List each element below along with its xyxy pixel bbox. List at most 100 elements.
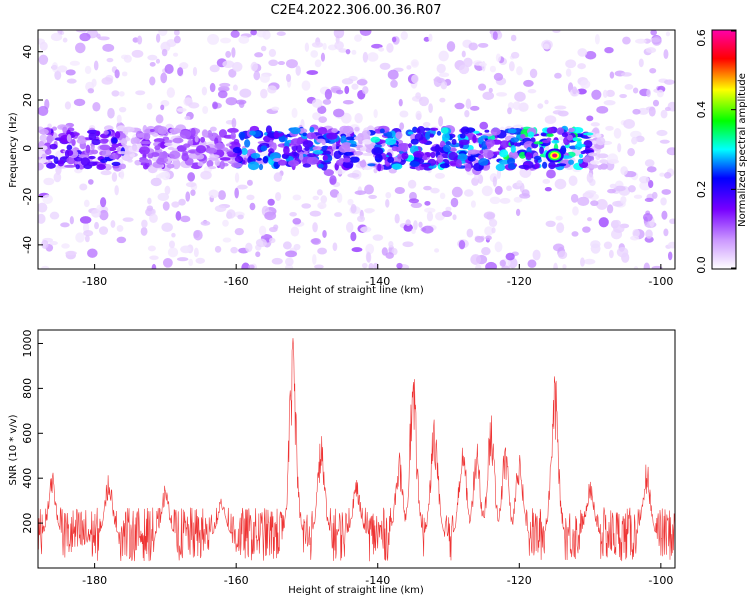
spectrogram-cell bbox=[80, 157, 91, 166]
spectrogram-cell bbox=[74, 42, 86, 54]
spectrogram-cell bbox=[519, 167, 532, 178]
spectrogram-cell bbox=[439, 192, 446, 200]
spectrogram-cell bbox=[406, 154, 415, 162]
spectrogram-cell bbox=[222, 60, 235, 68]
spectrogram-cell bbox=[110, 220, 116, 228]
spectrogram-cell bbox=[253, 70, 261, 81]
spectrogram-cell bbox=[554, 72, 562, 79]
spectrogram-cell bbox=[135, 90, 146, 96]
spectrogram-cell bbox=[516, 66, 523, 76]
spectrogram-cell bbox=[660, 197, 667, 206]
spectrogram-cell bbox=[545, 220, 556, 228]
spectrogram-cell bbox=[90, 149, 99, 155]
y-tick-label: 20 bbox=[21, 93, 34, 107]
spectrogram-cell bbox=[371, 43, 383, 49]
spectrogram-cell bbox=[99, 138, 109, 144]
spectrogram-cell bbox=[262, 156, 269, 164]
spectrogram-cell bbox=[226, 151, 235, 156]
spectrogram-cell bbox=[391, 247, 398, 256]
spectrogram-cell bbox=[177, 67, 184, 77]
spectrogram-cell bbox=[88, 155, 96, 160]
spectrogram-cell bbox=[260, 88, 268, 99]
spectrogram-cell bbox=[249, 130, 256, 136]
spectrogram-cell bbox=[490, 127, 501, 136]
spectrogram-cell bbox=[101, 77, 113, 85]
spectrogram-cell bbox=[384, 137, 397, 146]
spectrogram-cell bbox=[482, 91, 495, 100]
spectrogram-cell bbox=[287, 160, 300, 167]
spectrogram-cell bbox=[309, 126, 315, 133]
spectrogram-cell bbox=[479, 121, 489, 130]
spectrogram-cell bbox=[317, 202, 327, 209]
spectrogram-cell bbox=[603, 100, 616, 106]
spectrogram-cell bbox=[441, 210, 453, 218]
spectrogram-cell bbox=[163, 152, 170, 157]
spectrogram-cell bbox=[609, 183, 617, 189]
spectrogram-cell bbox=[281, 153, 289, 159]
spectrogram-cell bbox=[347, 172, 360, 178]
spectrogram-cell bbox=[180, 215, 191, 223]
spectrogram-cell bbox=[439, 97, 446, 103]
spectrogram-cell bbox=[301, 203, 312, 209]
spectrogram-cell bbox=[612, 200, 624, 207]
spectrogram-cell bbox=[118, 91, 125, 97]
spectrogram-cell bbox=[478, 158, 489, 166]
spectrogram-cell bbox=[160, 104, 165, 111]
spectrogram-cell bbox=[312, 146, 322, 151]
spectrogram-cell bbox=[78, 154, 89, 159]
spectrogram-cell bbox=[582, 149, 594, 153]
spectrogram-cell bbox=[116, 236, 127, 244]
spectrogram-cell bbox=[513, 196, 523, 203]
colorbar-gradient bbox=[711, 29, 737, 270]
spectrogram-cell bbox=[336, 89, 344, 95]
spectrogram-cell bbox=[162, 201, 170, 211]
spectrogram-cell bbox=[627, 185, 636, 193]
spectrogram-cell bbox=[114, 185, 119, 196]
spectrogram-cell bbox=[46, 134, 54, 144]
spectrogram-cell bbox=[334, 40, 344, 51]
spectrogram-cell bbox=[43, 177, 55, 186]
x-tick-label: -160 bbox=[224, 574, 249, 587]
spectrogram-cell bbox=[388, 168, 397, 174]
spectrogram-cell bbox=[364, 184, 374, 195]
spectrogram-cell bbox=[588, 152, 598, 157]
spectrogram-cell bbox=[354, 34, 362, 42]
spectrogram-cell bbox=[577, 158, 583, 164]
spectrogram-cell bbox=[623, 118, 635, 129]
spectrogram-cell bbox=[595, 133, 602, 138]
spectrogram-cell bbox=[139, 140, 152, 145]
spectrogram-cell bbox=[388, 240, 394, 248]
spectrogram-cell bbox=[458, 64, 470, 75]
spectrogram-cell bbox=[354, 113, 363, 124]
spectrogram-cell bbox=[79, 183, 88, 191]
spectrogram-cell bbox=[585, 190, 597, 195]
spectrogram-cell bbox=[184, 115, 191, 121]
spectrogram-cell bbox=[73, 160, 82, 165]
spectrogram-cell bbox=[147, 245, 156, 252]
spectrogram-cell bbox=[295, 65, 301, 76]
spectrogram-cell bbox=[458, 139, 470, 146]
spectrogram-cell bbox=[39, 41, 48, 51]
spectrogram-cell bbox=[75, 30, 88, 33]
spectrogram-cell bbox=[49, 240, 58, 246]
spectrogram-cell bbox=[166, 87, 176, 98]
spectrogram-cell bbox=[79, 32, 91, 42]
spectrogram-cell bbox=[603, 241, 613, 250]
spectrogram-cell bbox=[374, 153, 383, 163]
spectrogram-cell bbox=[290, 127, 301, 135]
spectrogram-cell bbox=[64, 101, 72, 110]
spectrogram-cell bbox=[341, 78, 354, 85]
spectrogram-cell bbox=[217, 90, 228, 99]
spectrogram-cell bbox=[318, 116, 327, 124]
spectrogram-cell bbox=[516, 180, 523, 187]
spectrogram-cell bbox=[463, 189, 474, 197]
spectrogram-cell bbox=[275, 191, 282, 201]
spectrogram-cell bbox=[340, 135, 347, 145]
spectrogram-cell bbox=[561, 132, 569, 138]
spectrogram-cell bbox=[485, 139, 495, 148]
spectrogram-cell bbox=[635, 135, 645, 143]
spectrogram-cell bbox=[540, 132, 547, 137]
spectrogram-cell bbox=[41, 265, 50, 269]
spectrogram-cell bbox=[222, 219, 229, 227]
spectrogram-cell bbox=[131, 49, 144, 58]
